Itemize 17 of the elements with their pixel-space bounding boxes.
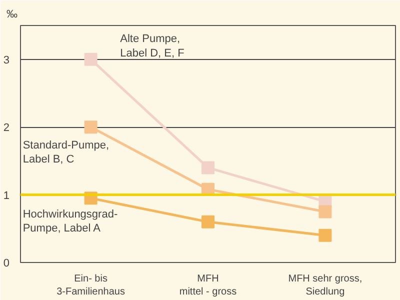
point <box>318 228 332 242</box>
x-tick-label: Ein- bis 3-Familienhaus <box>56 274 126 298</box>
x-tick-label: MFH sehr gross, Siedlung <box>288 274 362 298</box>
series-label: Alte Pumpe, Label D, E, F <box>120 32 185 60</box>
y-tick-label: 0 <box>3 258 10 270</box>
series-label: Standard-Pumpe, Label B, C <box>22 139 110 166</box>
y-tick-label: 1 <box>3 190 10 202</box>
y-tick-label: 2 <box>3 122 10 134</box>
point <box>84 120 98 134</box>
y-tick-label: 3 <box>3 54 10 66</box>
point <box>202 161 214 174</box>
point <box>84 52 98 66</box>
point <box>202 215 214 228</box>
series-label: Hochwirkungsgrad- Pumpe, Label A <box>22 208 118 235</box>
y-axis-title: ‰ <box>6 8 18 20</box>
x-tick-label: MFH mittel - gross <box>179 274 237 298</box>
point <box>318 205 332 218</box>
